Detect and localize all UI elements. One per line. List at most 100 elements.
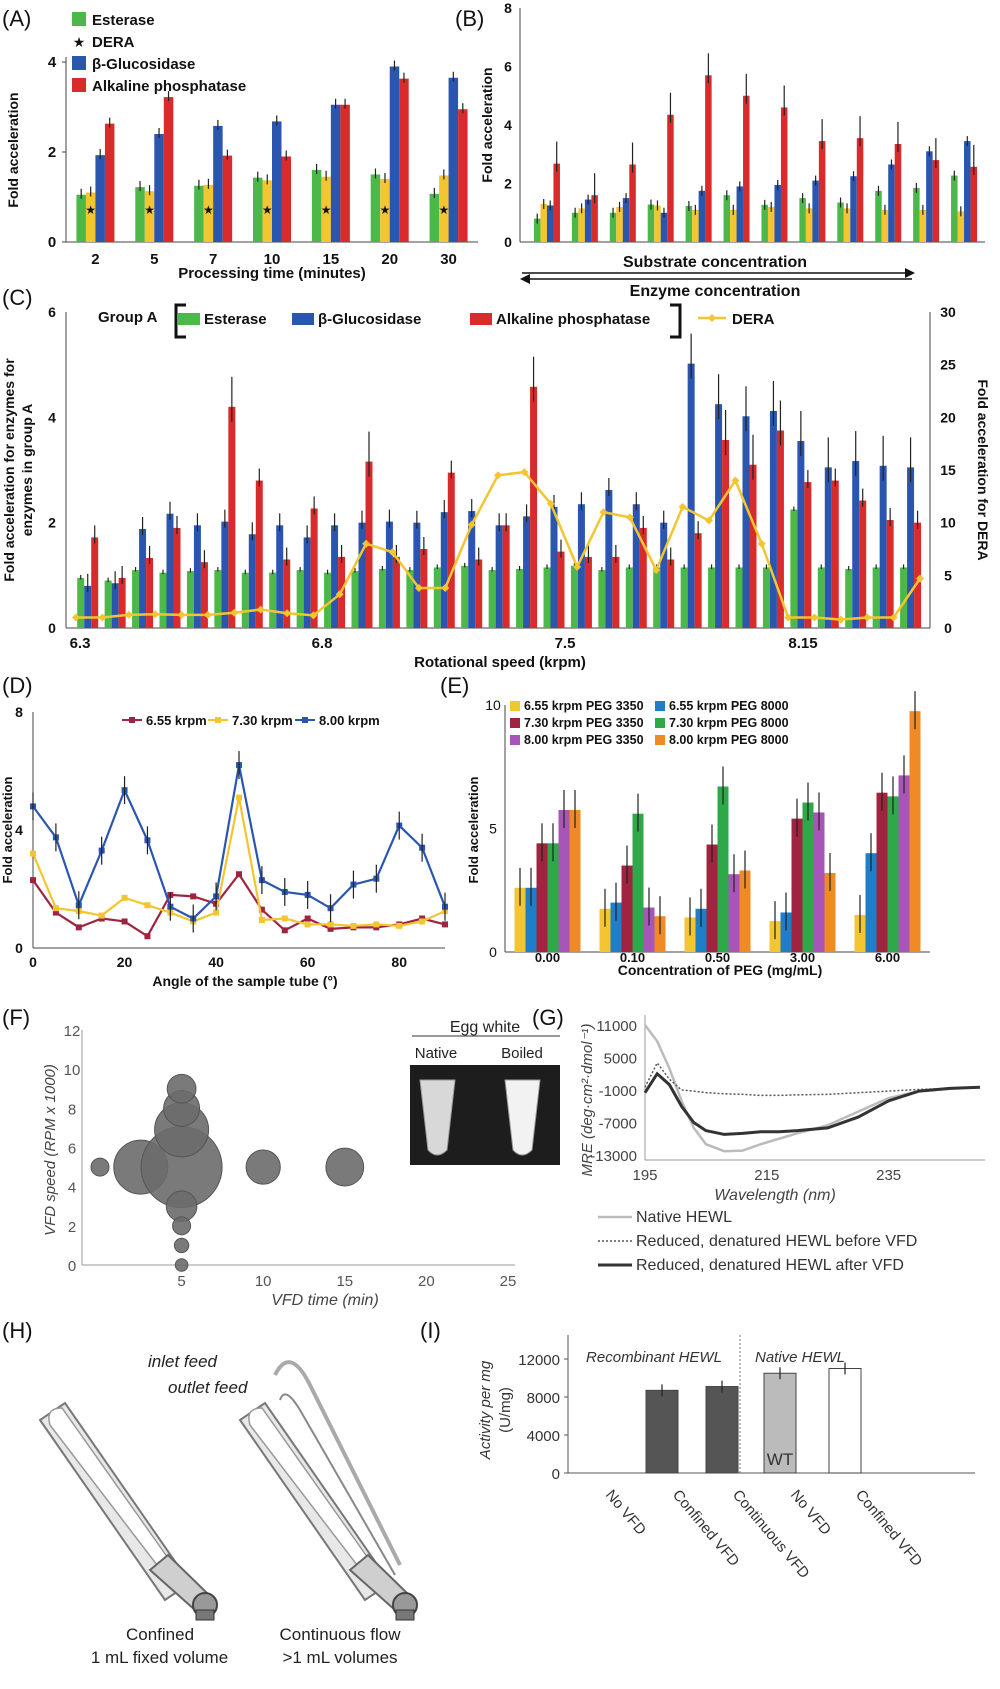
chart-g: 11000 5000 -1000 -7000 -13000 195 215 235 MRE (d… [579,1015,985,1274]
bar-alkalinephosphatase [776,430,784,628]
bracket-left [174,303,186,339]
legend-label: β-Glucosidase [92,56,195,73]
bar-esterase [104,580,112,628]
bar-esterase [429,193,440,242]
bar-series-2 [876,792,888,952]
series-point [75,924,82,931]
bar-esterase [653,567,661,628]
x-tick-label: 80 [391,954,407,970]
dera-point [599,508,608,517]
bar-glucosidase [440,512,448,628]
bar-dera [730,209,737,242]
panel-label-g: (G) [532,1005,564,1030]
star-marker: ★ [321,203,332,217]
bar-esterase [872,567,880,628]
series-point [144,902,151,909]
bar-series-5 [739,870,751,952]
dera-point [784,613,793,622]
bar-esterase [598,570,606,628]
chart-e: 0 5 10 Fold acceleration Concentration of PE… [466,691,930,978]
bar-glucosidase [632,504,640,628]
y-tick-label: 4 [48,54,57,71]
x-tick-label: 235 [876,1167,901,1184]
bar-esterase [488,570,496,628]
bar-glucosidase [111,583,119,628]
series-point [419,918,426,925]
activity-bar [705,1386,739,1474]
dera-point [98,613,107,622]
bar-dera [881,209,889,242]
bar-alkalinephosphatase [458,109,468,242]
bar-glucosidase [926,151,933,242]
bar-alkalinephosphatase [667,559,675,628]
panel-label-h: (H) [2,1318,33,1343]
bar-esterase [533,218,541,242]
inset-label: Native [415,1045,458,1062]
bar-glucosidase [774,184,781,242]
bar-alkalinephosphatase [146,557,154,628]
legend-label: 7.30 krpm [232,713,293,728]
bar-esterase [132,570,140,628]
bar-esterase [680,567,688,628]
bar-esterase [761,204,768,242]
dera-point [494,471,502,480]
bar-alkalinephosphatase [914,522,922,628]
bar-alkalinephosphatase [475,559,483,628]
y-tick-label-right: 30 [940,304,956,320]
bar-esterase [370,174,381,242]
y-tick-label: -13000 [590,1148,637,1165]
bar-series-3 [547,843,559,952]
dera-point [546,499,555,508]
y-axis-label: Fold acceleration [0,776,15,883]
x-tick-label: 7.5 [555,635,576,652]
y-tick-label: 8000 [527,1390,560,1407]
series-point [121,918,128,925]
bar-glucosidase [413,522,421,628]
bar-esterase [194,185,204,242]
outlet-feed-label: outlet feed [168,1378,248,1397]
bar-series-1 [780,912,792,952]
bar-glucosidase [687,363,695,628]
bar-alkalinephosphatase [163,97,174,242]
x-tick-label: 7 [209,251,217,268]
x-tick-label: Confined VFD [852,1487,926,1570]
bracket-right [670,303,682,339]
y-tick-label: 10 [485,697,501,713]
y-axis-label: Fold acceleration for enzymes for [1,358,17,582]
bar-series-1 [695,908,707,952]
x-axis-label: Concentration of PEG (mg/mL) [618,962,823,978]
bar-esterase [135,187,145,242]
bar-esterase [461,565,469,628]
chart-a: 0 2 4 Fold acceleration Processing time (min… [5,12,478,282]
bar-glucosidase [605,490,613,628]
bar-esterase [625,567,633,628]
y-tick-label-right: 0 [944,620,952,636]
bar-alkalinephosphatase [886,520,894,628]
dera-point [520,468,529,477]
bar-series-2 [791,818,803,952]
bar-esterase [269,572,277,628]
bar-alkalinephosphatase [283,559,291,628]
bar-series-5 [569,809,581,952]
y-tick-label: 0 [489,944,497,960]
legend-label: Alkaline phosphatase [92,78,246,95]
bar-glucosidase [303,537,311,628]
legend-label: Reduced, denatured HEWL after VFD [636,1257,904,1274]
bar-alkalinephosphatase [932,160,940,242]
x-tick-label: 6.3 [70,635,91,652]
y-tick-label: 0 [552,1466,560,1483]
x-tick-label: 20 [381,251,398,268]
bar-alkalinephosphatase [255,480,263,628]
bar-alkalinephosphatase [91,537,99,628]
bar-esterase [685,206,693,242]
bar-esterase [378,569,386,628]
y-axis-label: Fold acceleration [466,776,481,883]
confined-label: Confined [125,1625,195,1644]
y-tick-label: 0 [15,940,23,956]
series-point [30,850,36,857]
legend-label: 7.30 krpm PEG 8000 [669,716,789,730]
panel-label-d: (D) [2,673,33,698]
legend-label: DERA [732,311,775,328]
y-tick-label: 4 [15,822,23,838]
